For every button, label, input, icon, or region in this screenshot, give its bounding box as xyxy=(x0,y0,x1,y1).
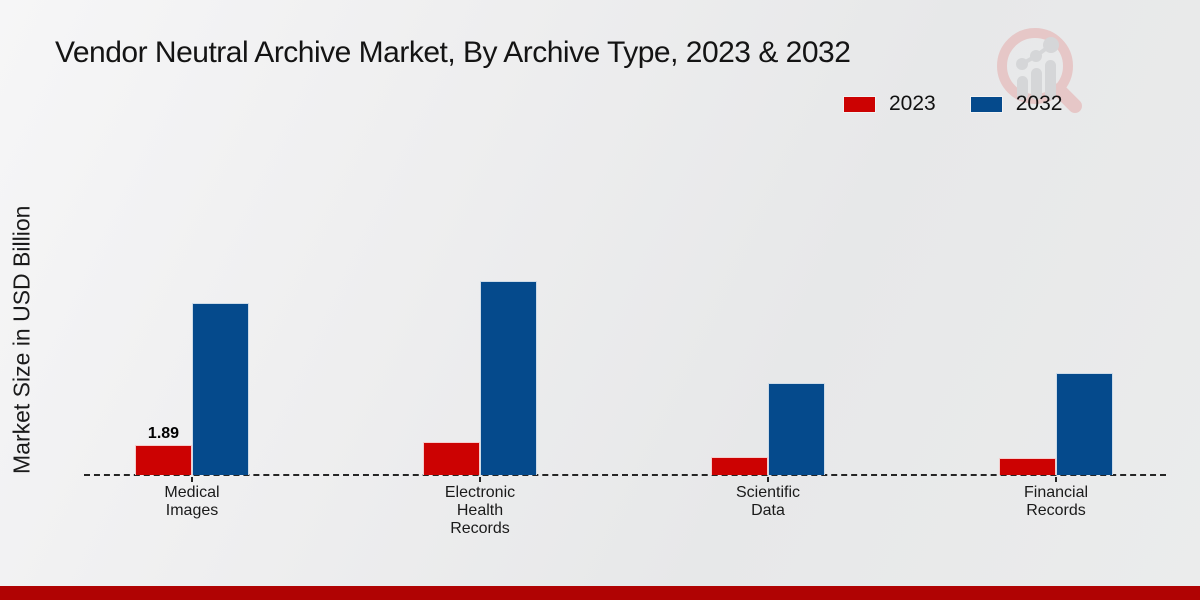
legend-swatch-2032 xyxy=(969,95,1003,113)
bar-2023-electronic-health-records xyxy=(423,442,480,475)
value-label-2023-medical-images: 1.89 xyxy=(147,425,180,442)
x-label-financial-records: Financial Records xyxy=(1023,484,1089,519)
x-tick-financial-records xyxy=(1055,477,1057,482)
chart-title: Vendor Neutral Archive Market, By Archiv… xyxy=(55,36,851,69)
legend-swatch-2023 xyxy=(843,95,876,113)
bar-2032-electronic-health-records xyxy=(480,281,537,475)
brand-strip xyxy=(0,586,1200,600)
legend: 2023 2032 xyxy=(843,92,1062,116)
x-label-electronic-health-records: Electronic Health Records xyxy=(444,484,516,537)
bar-2032-financial-records xyxy=(1056,373,1113,475)
magnifier-bar-chart-logo-icon xyxy=(997,28,1082,113)
bar-2023-medical-images xyxy=(135,445,192,475)
x-tick-scientific-data xyxy=(767,477,769,482)
x-label-medical-images: Medical Images xyxy=(164,484,220,519)
bar-2023-scientific-data xyxy=(711,457,768,475)
bar-2032-medical-images xyxy=(192,303,249,475)
x-axis-line xyxy=(84,474,1166,476)
bar-2023-financial-records xyxy=(999,458,1056,475)
x-tick-electronic-health-records xyxy=(479,477,481,482)
bar-2032-scientific-data xyxy=(768,383,825,475)
x-tick-medical-images xyxy=(191,477,193,482)
legend-label-2032: 2032 xyxy=(1015,92,1063,115)
legend-item-2023: 2023 xyxy=(843,92,936,116)
x-label-scientific-data: Scientific Data xyxy=(735,484,801,519)
legend-label-2023: 2023 xyxy=(889,92,936,115)
legend-item-2032: 2032 xyxy=(969,92,1063,116)
